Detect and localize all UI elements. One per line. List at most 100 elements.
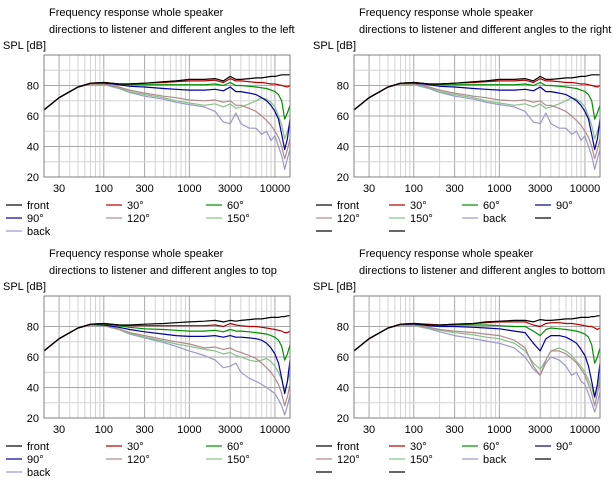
y-axis-label: SPL [dB] <box>313 40 356 52</box>
series-line-front <box>43 74 290 111</box>
legend-label: 120° <box>337 213 360 225</box>
legend-label: 90° <box>27 213 44 225</box>
legend-label: 60° <box>483 441 500 453</box>
series-line-front <box>353 74 600 111</box>
x-tick-label: 10000 <box>570 183 601 195</box>
plot-border <box>353 54 601 178</box>
legend-label: 30° <box>410 200 427 212</box>
legend-label: 150° <box>227 213 250 225</box>
legend-label: back <box>27 226 51 238</box>
legend-label: 90° <box>27 454 44 466</box>
panel-left-angles: Frequency response whole speaker directio… <box>3 7 295 238</box>
chart-title: Frequency response whole speaker <box>359 248 534 260</box>
x-tick-label: 100 <box>95 424 113 436</box>
y-tick-label: 20 <box>337 413 349 425</box>
series-line-4 <box>43 83 291 160</box>
chart-subtitle: directions to listener and different ang… <box>49 24 295 36</box>
legend-label: front <box>337 441 359 453</box>
y-axis-label: SPL [dB] <box>3 40 46 52</box>
y-tick-label: 20 <box>27 172 39 184</box>
x-tick-label: 10000 <box>260 183 291 195</box>
chart-title: Frequency response whole speaker <box>49 7 224 19</box>
panel-right-angles: Frequency response whole speaker directio… <box>313 7 611 232</box>
plot-border <box>43 54 291 178</box>
x-tick-label: 30 <box>53 424 65 436</box>
series-line-3 <box>353 82 601 151</box>
chart-subtitle: directions to listener and different ang… <box>49 265 277 277</box>
plot-border <box>353 295 601 419</box>
x-tick-label: 3000 <box>218 424 242 436</box>
series-line-front <box>353 315 600 352</box>
legend-label: 150° <box>410 454 433 466</box>
y-tick-label: 60 <box>337 111 349 123</box>
x-tick-label: 10000 <box>260 424 291 436</box>
series-line-5 <box>43 83 291 140</box>
y-tick-label: 80 <box>337 322 349 334</box>
series-line-2 <box>43 323 291 361</box>
legend-label: back <box>483 454 507 466</box>
legend-label: back <box>483 213 507 225</box>
y-tick-label: 60 <box>27 352 39 364</box>
series-line-front <box>43 315 290 352</box>
series-line-5 <box>353 324 601 399</box>
series-line-5 <box>353 83 601 140</box>
y-axis-label: SPL [dB] <box>3 281 46 293</box>
legend-label: 60° <box>227 441 244 453</box>
legend-label: front <box>27 200 49 212</box>
plot-border <box>43 295 291 419</box>
chart-subtitle: directions to listener and different ang… <box>359 24 611 36</box>
y-tick-label: 80 <box>337 81 349 93</box>
x-tick-label: 300 <box>445 183 463 195</box>
x-tick-label: 300 <box>445 424 463 436</box>
series-line-3 <box>43 82 291 151</box>
x-tick-label: 1000 <box>487 424 511 436</box>
legend-label: 60° <box>227 200 244 212</box>
x-tick-label: 1000 <box>177 424 201 436</box>
legend-label: 30° <box>127 441 144 453</box>
x-tick-label: 3000 <box>528 424 552 436</box>
x-tick-label: 300 <box>135 183 153 195</box>
panel-bottom-angles: Frequency response whole speaker directio… <box>313 248 605 473</box>
y-tick-label: 20 <box>337 172 349 184</box>
x-tick-label: 30 <box>53 183 65 195</box>
legend-label: 120° <box>127 213 150 225</box>
series-line-4 <box>353 83 601 160</box>
x-tick-label: 300 <box>135 424 153 436</box>
y-tick-label: 60 <box>337 352 349 364</box>
y-tick-label: 40 <box>337 383 349 395</box>
x-tick-label: 100 <box>405 183 423 195</box>
x-tick-label: 3000 <box>528 183 552 195</box>
series-line-3 <box>43 323 291 395</box>
x-tick-label: 30 <box>363 183 375 195</box>
legend-label: 150° <box>410 213 433 225</box>
y-tick-label: 80 <box>27 322 39 334</box>
y-tick-label: 40 <box>27 142 39 154</box>
x-tick-label: 30 <box>363 424 375 436</box>
legend-label: 120° <box>337 454 360 466</box>
y-tick-label: 40 <box>337 142 349 154</box>
legend-label: 150° <box>227 454 250 466</box>
y-tick-label: 60 <box>27 111 39 123</box>
legend-label: 30° <box>410 441 427 453</box>
series-line-3 <box>353 323 601 398</box>
legend-label: 90° <box>556 200 573 212</box>
legend-label: front <box>337 200 359 212</box>
legend-label: back <box>27 467 51 479</box>
chart-title: Frequency response whole speaker <box>359 7 534 19</box>
chart-subtitle: directions to listener and different ang… <box>359 265 605 277</box>
x-tick-label: 1000 <box>487 183 511 195</box>
chart-title: Frequency response whole speaker <box>49 248 224 260</box>
x-tick-label: 100 <box>95 183 113 195</box>
y-axis-label: SPL [dB] <box>313 281 356 293</box>
x-tick-label: 100 <box>405 424 423 436</box>
x-tick-label: 3000 <box>218 183 242 195</box>
legend-label: 120° <box>127 454 150 466</box>
legend-label: 60° <box>483 200 500 212</box>
legend-label: 90° <box>556 441 573 453</box>
x-tick-label: 10000 <box>570 424 601 436</box>
panel-top-angles: Frequency response whole speaker directio… <box>3 248 291 479</box>
y-tick-label: 20 <box>27 413 39 425</box>
y-tick-label: 40 <box>27 383 39 395</box>
series-line-4 <box>43 324 291 407</box>
